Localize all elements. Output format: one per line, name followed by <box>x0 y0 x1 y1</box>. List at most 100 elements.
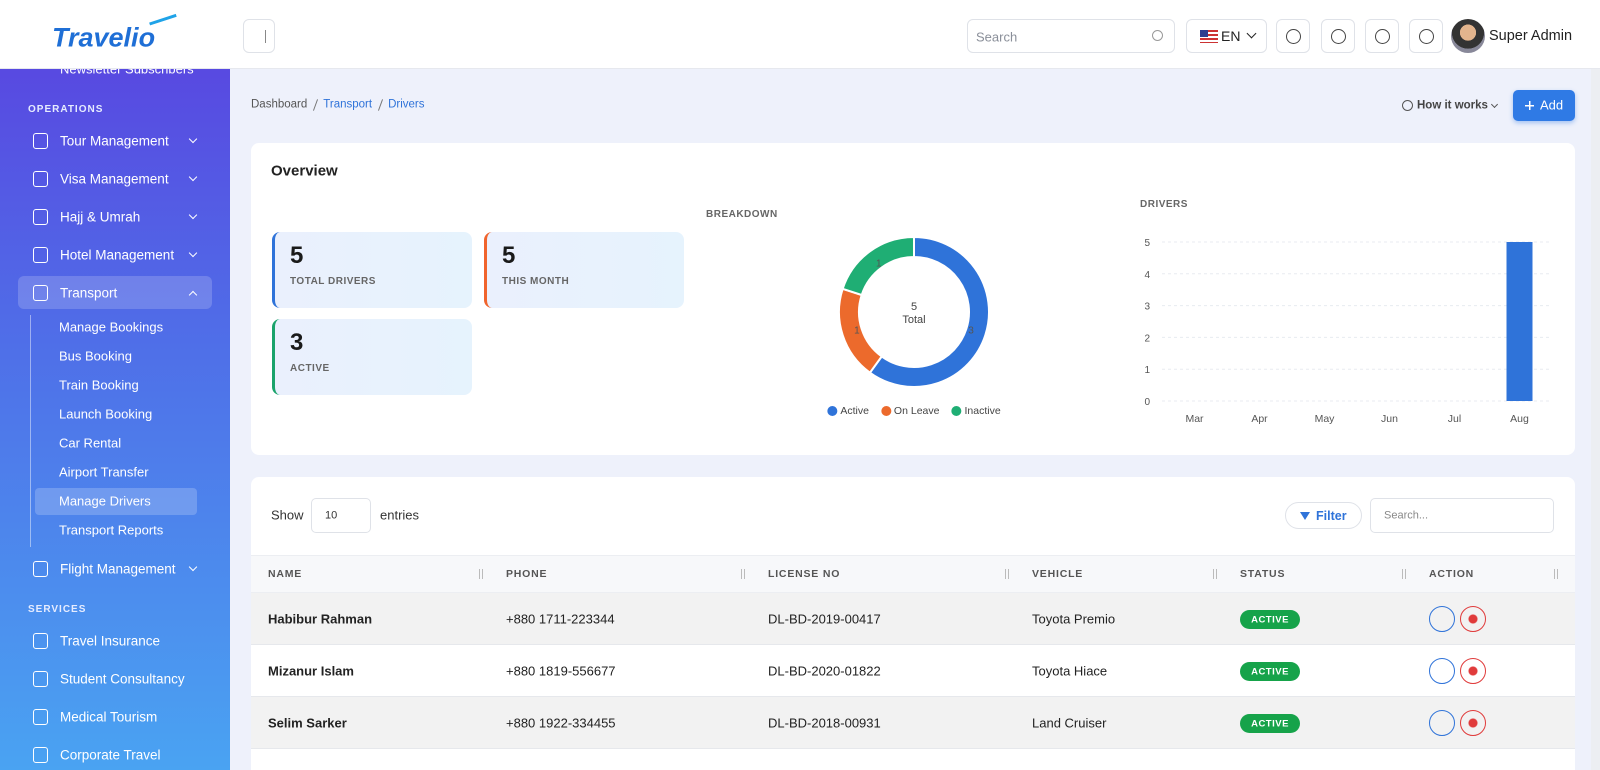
overview-card: Overview 5 TOTAL DRIVERS 5 THIS MONTH 3 ACTIVE <box>251 143 1575 455</box>
theme-button[interactable] <box>1365 19 1399 53</box>
submenu-item[interactable]: Manage Drivers <box>59 493 151 509</box>
logo[interactable]: Travelio <box>52 22 156 53</box>
icon <box>1331 29 1346 44</box>
submenu-item[interactable]: Bus Booking <box>59 348 132 364</box>
legend-item: Active <box>827 405 869 417</box>
delete-button[interactable] <box>1460 658 1486 684</box>
y-tick-label: 1 <box>1144 365 1150 376</box>
logo-plane <box>149 13 179 33</box>
column-header[interactable]: ACTION <box>1429 567 1475 580</box>
segment-label: 1 <box>876 258 882 269</box>
sidebar-item[interactable]: Flight Management <box>60 561 176 577</box>
filter-label: Filter <box>1316 508 1347 523</box>
x-tick-label: May <box>1315 413 1336 425</box>
table-search[interactable]: Search... <box>1370 498 1554 533</box>
column-header[interactable]: VEHICLE <box>1032 567 1084 580</box>
table-row <box>251 749 1575 770</box>
user-name[interactable]: Super Admin <box>1489 27 1573 44</box>
sidebar-item[interactable]: Tour Management <box>60 133 169 149</box>
submenu-item[interactable]: Transport Reports <box>59 522 164 538</box>
page-size-select[interactable]: 10 <box>311 498 371 533</box>
language: EN <box>1221 28 1241 44</box>
sort-icon[interactable] <box>1005 569 1009 579</box>
status-badge: ACTIVE <box>1240 610 1300 629</box>
sort-icon[interactable] <box>1402 569 1406 579</box>
show-label: Show <box>271 507 304 523</box>
flag-canton <box>1200 30 1208 37</box>
sidebar-item[interactable]: Medical Tourism <box>60 709 158 725</box>
breadcrumb-item[interactable]: Transport <box>323 98 373 111</box>
icon <box>1375 29 1390 44</box>
sort-icon[interactable] <box>1554 569 1558 579</box>
sidebar-toggle[interactable] <box>243 19 275 53</box>
cell: +880 1819-556677 <box>506 663 616 679</box>
submenu-item[interactable]: Airport Transfer <box>59 464 149 480</box>
toggle-icon <box>253 30 266 43</box>
column-header[interactable]: NAME <box>268 567 303 580</box>
sort-icon[interactable] <box>479 569 483 579</box>
page-size: 10 <box>325 509 338 522</box>
table-card: Show 10 entries Filter Search... NAME PHONE LIC… <box>251 477 1575 770</box>
plus <box>1525 101 1534 110</box>
edit-button[interactable] <box>1429 606 1455 632</box>
search-box[interactable]: Search <box>967 19 1175 53</box>
sidebar-icon <box>33 561 48 577</box>
chart-title: BREAKDOWN <box>706 209 778 220</box>
icon <box>1419 29 1434 44</box>
sidebar-item[interactable]: Travel Insurance <box>60 633 161 649</box>
icon <box>1286 29 1301 44</box>
column-header[interactable]: LICENSE NO <box>768 567 841 580</box>
notification-button[interactable] <box>1409 19 1443 53</box>
sidebar-item[interactable]: Student Consultancy <box>60 671 185 687</box>
sort-icon[interactable] <box>1213 569 1217 579</box>
sidebar-section-title: SERVICES <box>28 604 87 615</box>
header: Travelio Search EN Super Admin <box>0 0 1600 69</box>
sidebar-item[interactable]: Transport <box>60 285 118 301</box>
language-button[interactable]: EN <box>1186 19 1267 53</box>
sidebar-item[interactable]: Hajj & Umrah <box>60 209 141 225</box>
add-label: Add <box>1540 97 1564 113</box>
status-label: ACTIVE <box>1251 666 1289 678</box>
sidebar-icon <box>33 133 48 149</box>
x-tick-label: Apr <box>1251 413 1268 425</box>
add-button[interactable]: Add <box>1513 90 1575 121</box>
y-tick-label: 5 <box>1144 238 1150 249</box>
globe-button[interactable] <box>1276 19 1310 53</box>
sidebar-item[interactable]: Hotel Management <box>60 247 175 263</box>
column-header[interactable]: PHONE <box>506 567 548 580</box>
stat-label: ACTIVE <box>290 363 330 374</box>
sidebar-item[interactable]: Visa Management <box>60 171 169 187</box>
edit-button[interactable] <box>1429 658 1455 684</box>
help-link[interactable]: How it works <box>1417 99 1488 112</box>
delete-button[interactable] <box>1460 606 1486 632</box>
y-tick-label: 4 <box>1144 270 1150 281</box>
delete-button[interactable] <box>1460 710 1486 736</box>
sidebar-icon <box>33 671 48 687</box>
sidebar-icon <box>33 171 48 187</box>
cell: DL-BD-2020-01822 <box>768 663 881 679</box>
sidebar-item[interactable]: Corporate Travel <box>60 747 161 763</box>
sort-icon[interactable] <box>741 569 745 579</box>
submenu-item[interactable]: Car Rental <box>59 435 122 451</box>
legend-label: Inactive <box>964 405 1001 417</box>
x-tick-label: Jul <box>1448 413 1461 425</box>
donut-segment <box>838 287 884 375</box>
breadcrumb-item: Drivers <box>388 98 425 111</box>
y-tick-label: 0 <box>1144 397 1150 408</box>
submenu-item[interactable]: Train Booking <box>59 377 139 393</box>
filter-button[interactable]: Filter <box>1285 502 1362 529</box>
submenu-active-bg <box>35 488 197 515</box>
segment-label: 3 <box>968 326 974 337</box>
submenu-line <box>30 315 31 547</box>
stat-card: 5 TOTAL DRIVERS <box>272 232 472 308</box>
submenu-item[interactable]: Launch Booking <box>59 406 153 422</box>
entries-label: entries <box>380 507 420 523</box>
edit-button[interactable] <box>1429 710 1455 736</box>
avatar[interactable] <box>1451 19 1485 53</box>
cell: Toyota Hiace <box>1032 663 1108 679</box>
legend-label: On Leave <box>893 405 940 417</box>
column-header[interactable]: STATUS <box>1240 567 1286 580</box>
refresh-button[interactable] <box>1321 19 1355 53</box>
breadcrumb-item[interactable]: Dashboard <box>251 98 308 111</box>
submenu-item[interactable]: Manage Bookings <box>59 319 164 335</box>
